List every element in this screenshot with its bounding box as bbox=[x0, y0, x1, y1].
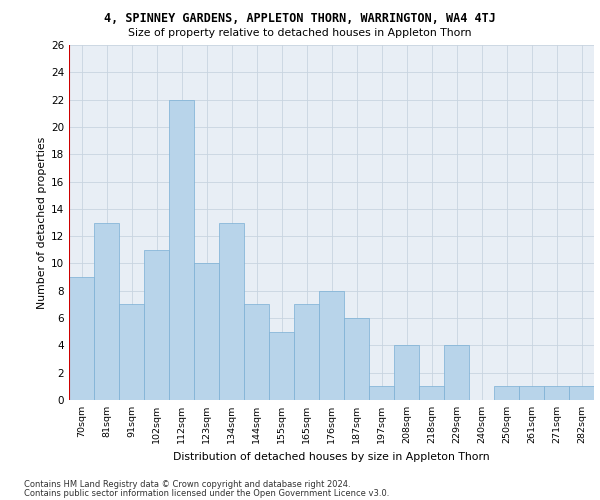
Bar bbox=[194, 264, 219, 400]
Bar bbox=[569, 386, 594, 400]
Y-axis label: Number of detached properties: Number of detached properties bbox=[37, 136, 47, 308]
Bar bbox=[244, 304, 269, 400]
Bar bbox=[319, 291, 344, 400]
Text: Contains HM Land Registry data © Crown copyright and database right 2024.: Contains HM Land Registry data © Crown c… bbox=[24, 480, 350, 489]
Bar bbox=[169, 100, 194, 400]
Bar bbox=[369, 386, 394, 400]
Bar bbox=[119, 304, 144, 400]
Bar bbox=[69, 277, 94, 400]
Bar bbox=[294, 304, 319, 400]
Bar bbox=[144, 250, 169, 400]
Bar bbox=[344, 318, 369, 400]
Bar bbox=[494, 386, 519, 400]
Text: Size of property relative to detached houses in Appleton Thorn: Size of property relative to detached ho… bbox=[128, 28, 472, 38]
Text: 4, SPINNEY GARDENS, APPLETON THORN, WARRINGTON, WA4 4TJ: 4, SPINNEY GARDENS, APPLETON THORN, WARR… bbox=[104, 12, 496, 26]
Bar bbox=[444, 346, 469, 400]
Bar bbox=[94, 222, 119, 400]
Bar bbox=[394, 346, 419, 400]
Bar bbox=[219, 222, 244, 400]
Bar bbox=[269, 332, 294, 400]
Text: Contains public sector information licensed under the Open Government Licence v3: Contains public sector information licen… bbox=[24, 488, 389, 498]
X-axis label: Distribution of detached houses by size in Appleton Thorn: Distribution of detached houses by size … bbox=[173, 452, 490, 462]
Bar bbox=[419, 386, 444, 400]
Bar bbox=[544, 386, 569, 400]
Bar bbox=[519, 386, 544, 400]
